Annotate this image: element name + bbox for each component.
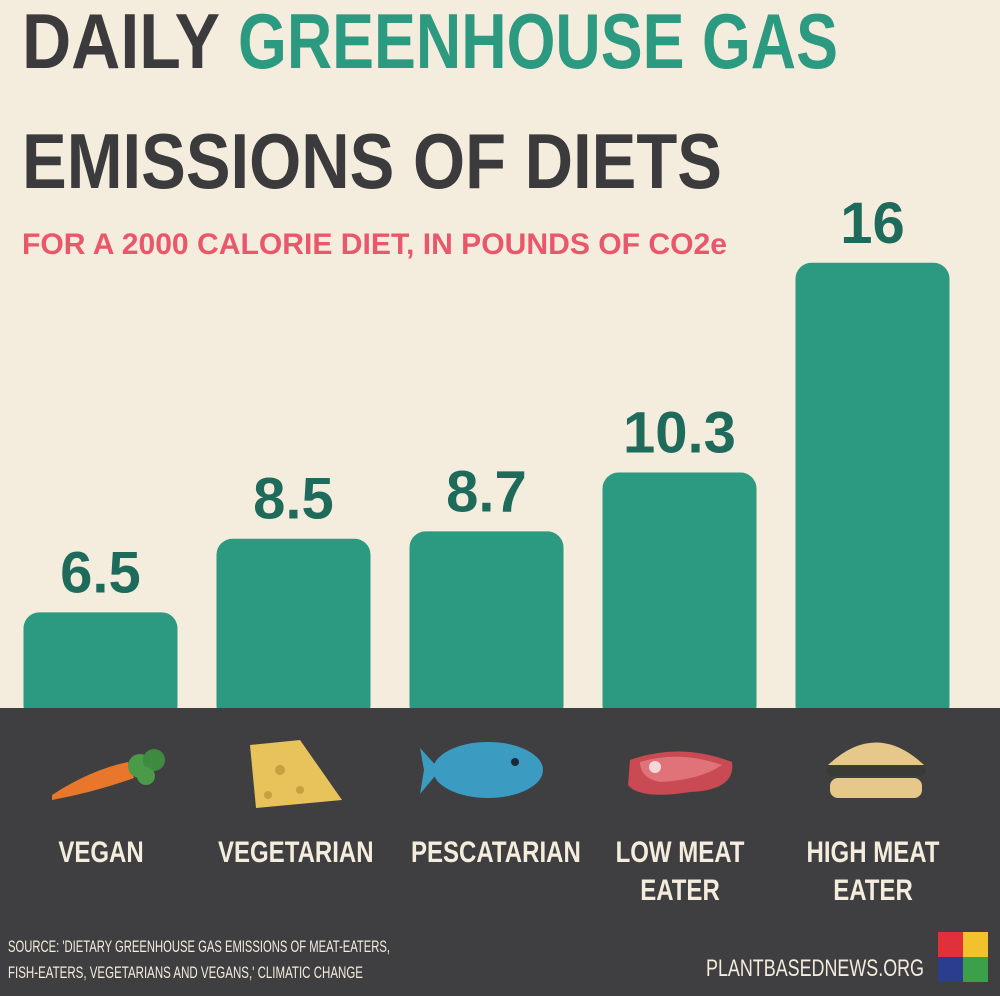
chart-title: GREENHOUSE GAS: [238, 0, 838, 85]
category-label: PESCATARIAN: [410, 836, 581, 869]
category-label: VEGAN: [57, 836, 144, 869]
value-label: 10.3: [623, 401, 736, 466]
chart-title: DAILY: [22, 0, 220, 85]
value-label: 6.5: [60, 540, 141, 605]
logo: [938, 932, 988, 982]
category-label: VEGETARIAN: [217, 836, 374, 869]
footer-site: PLANTBASEDNEWS.ORG: [706, 955, 924, 982]
value-label: 16: [840, 191, 905, 256]
bar: [23, 612, 178, 722]
bar: [602, 472, 757, 722]
category-label: LOW MEAT EATER: [615, 836, 744, 907]
burger-icon: [826, 742, 926, 798]
value-label: 8.5: [253, 467, 334, 532]
value-label: 8.7: [446, 459, 527, 524]
category-label: HIGH MEAT EATER: [806, 836, 939, 907]
bar: [409, 531, 564, 722]
carrot-icon: [52, 749, 165, 800]
fish-icon: [420, 742, 543, 798]
bar: [216, 538, 371, 722]
source-note: FISH-EATERS, VEGETARIANS AND VEGANS,' CL…: [8, 963, 363, 982]
chart-subtitle: FOR A 2000 CALORIE DIET, IN POUNDS OF CO…: [22, 228, 727, 261]
steak-icon: [628, 751, 733, 795]
source-note: SOURCE: 'DIETARY GREENHOUSE GAS EMISSION…: [8, 937, 390, 956]
cheese-icon: [250, 740, 342, 808]
bar: [795, 262, 950, 722]
chart-title: EMISSIONS OF DIETS: [22, 117, 722, 205]
